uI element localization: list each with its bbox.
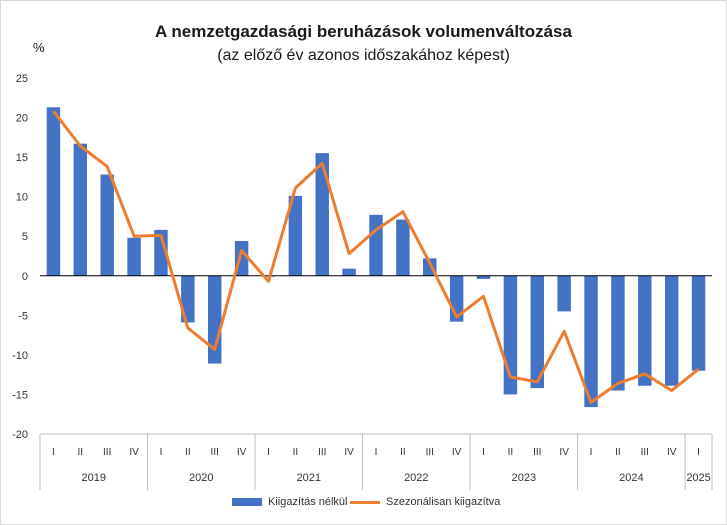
bar — [664, 275, 679, 386]
chart-title: A nemzetgazdasági beruházások volumenvál… — [155, 22, 572, 41]
series-line — [52, 110, 700, 404]
x-tick-label: III — [211, 447, 219, 458]
bar — [181, 275, 195, 323]
bar — [127, 237, 141, 276]
x-tick-label: I — [375, 447, 378, 458]
bar — [315, 153, 329, 276]
x-tick-label: IV — [559, 447, 569, 458]
x-tick-label: I — [697, 447, 700, 458]
legend-label-line: Szezonálisan kiigazítva — [386, 496, 501, 508]
bar — [691, 275, 706, 371]
legend-item-bars: Kiigazítás nélkül — [232, 496, 348, 508]
x-group-label: 2019 — [82, 472, 106, 484]
y-tick-label: 20 — [16, 113, 28, 125]
legend-swatch-line — [350, 500, 380, 504]
x-tick-label: II — [508, 447, 514, 458]
bar — [476, 275, 491, 279]
x-tick-label: IV — [129, 447, 139, 458]
y-tick-label: -5 — [18, 310, 28, 322]
y-tick-label: 25 — [16, 73, 28, 85]
y-tick-label: -20 — [12, 429, 28, 441]
bar — [100, 174, 114, 276]
bar — [342, 268, 356, 276]
x-tick-label: IV — [344, 447, 354, 458]
y-tick-label: 15 — [16, 152, 28, 164]
y-tick-label: 10 — [16, 192, 28, 204]
legend-item-line: Szezonálisan kiigazítva — [350, 496, 500, 508]
x-tick-label: IV — [667, 447, 677, 458]
bar — [46, 107, 61, 276]
bar — [288, 195, 303, 276]
bar — [154, 229, 168, 276]
legend-label-bars: Kiigazítás nélkül — [268, 496, 348, 508]
x-group-label: 2023 — [512, 472, 536, 484]
x-tick-label: I — [590, 447, 593, 458]
x-tick-label: III — [533, 447, 541, 458]
x-tick-label: I — [267, 447, 270, 458]
x-tick-label: III — [318, 447, 326, 458]
x-tick-label: II — [615, 447, 621, 458]
bar — [557, 275, 571, 312]
x-tick-label: II — [400, 447, 406, 458]
x-tick-label: I — [160, 447, 163, 458]
chart-subtitle: (az előző év azonos időszakához képest) — [217, 47, 510, 64]
bar — [396, 219, 410, 276]
x-tick-label: II — [78, 447, 84, 458]
x-tick-label: III — [641, 447, 649, 458]
y-tick-label: 0 — [22, 271, 28, 283]
x-group-label: 2025 — [686, 472, 710, 484]
bar — [73, 143, 88, 276]
x-group-label: 2021 — [297, 472, 321, 484]
bar — [584, 275, 598, 408]
x-tick-label: IV — [237, 447, 247, 458]
y-tick-label: 5 — [22, 231, 28, 243]
y-tick-label: -10 — [12, 350, 28, 362]
x-tick-label: I — [482, 447, 485, 458]
bar — [638, 275, 652, 386]
x-tick-label: I — [52, 447, 55, 458]
bar — [611, 275, 625, 391]
bar — [369, 214, 383, 276]
y-axis-unit-label: % — [33, 40, 45, 55]
x-group-label: 2020 — [189, 472, 213, 484]
y-tick-label: -15 — [12, 389, 28, 401]
x-tick-label: II — [293, 447, 299, 458]
x-group-label: 2022 — [404, 472, 428, 484]
x-tick-label: II — [185, 447, 191, 458]
x-tick-label: III — [426, 447, 434, 458]
x-tick-label: IV — [452, 447, 462, 458]
x-group-label: 2024 — [619, 472, 643, 484]
bar — [530, 275, 544, 389]
legend-swatch-bars — [232, 498, 262, 506]
x-tick-label: III — [103, 447, 111, 458]
